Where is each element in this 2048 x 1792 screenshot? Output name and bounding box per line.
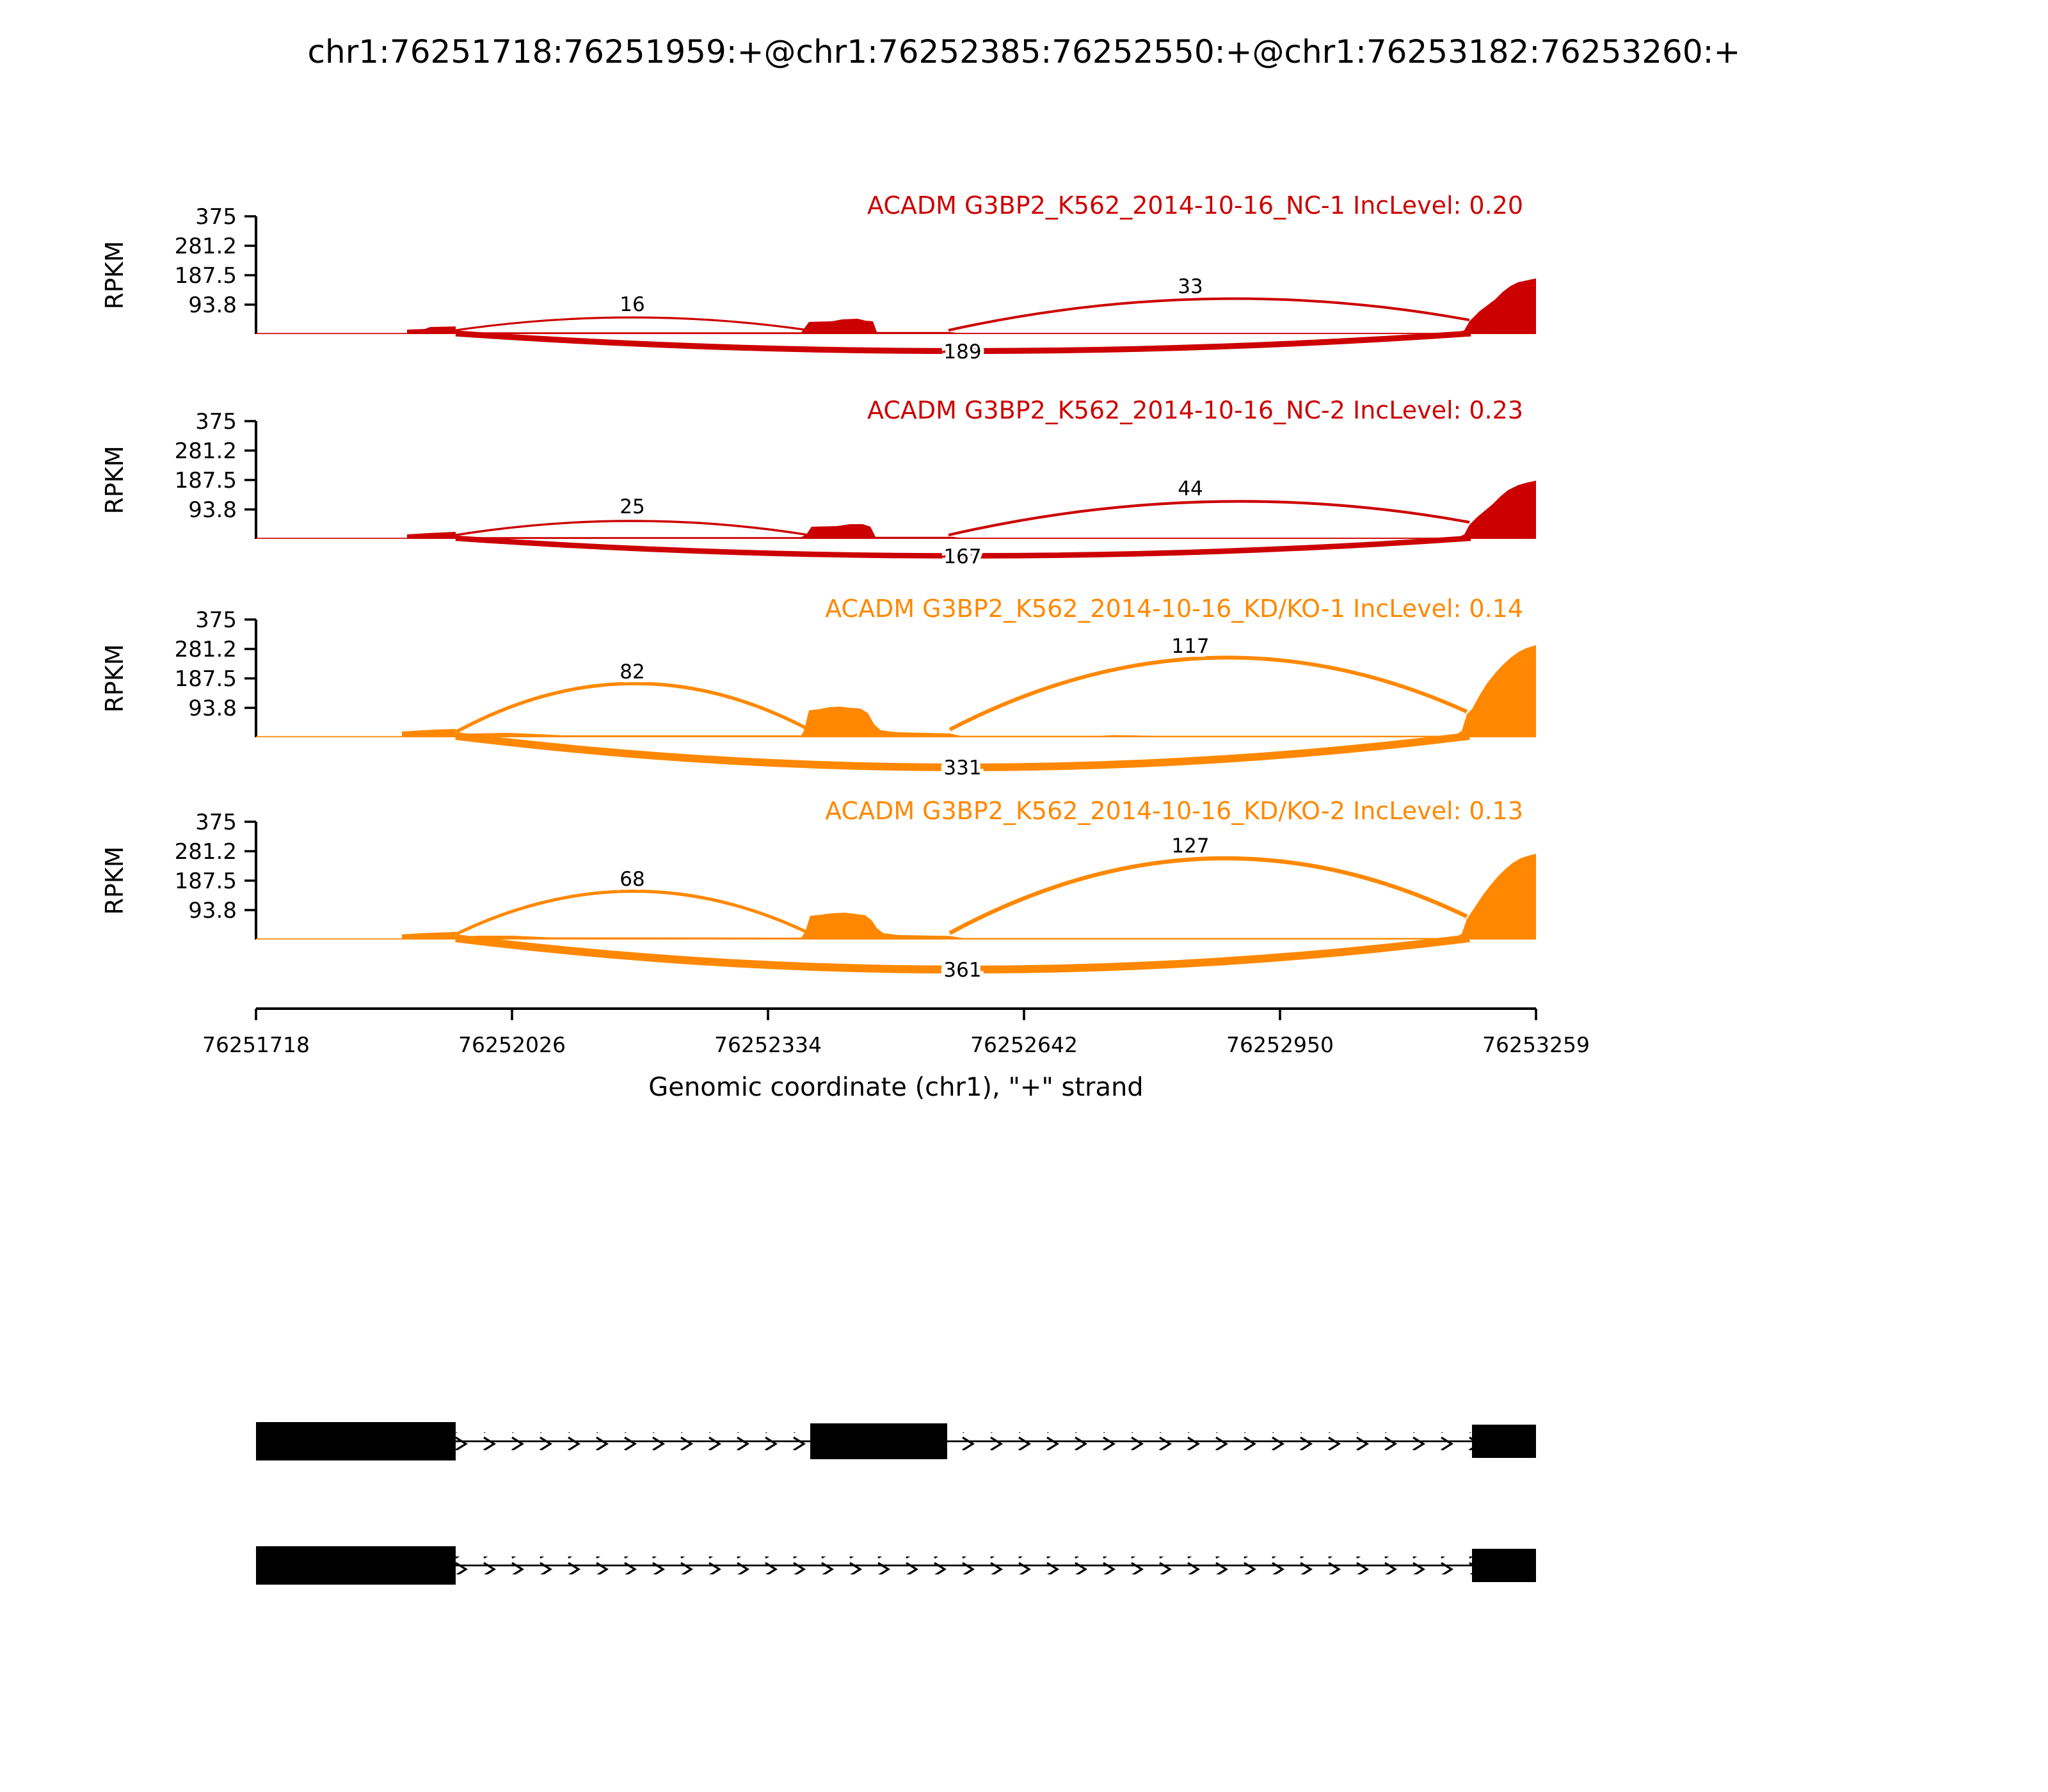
junction-arc-inclusion-right (948, 297, 1470, 332)
x-axis: 76251718 76252026 76252334 76252642 7625… (202, 1007, 1590, 1102)
y-tick-label: 187.5 (175, 666, 237, 692)
intron-direction-arrows (456, 1432, 1472, 1450)
y-tick-label: 187.5 (175, 868, 237, 894)
junction-count-skip: 361 (943, 959, 981, 982)
junction-count-skip: 167 (943, 545, 981, 568)
junction-arc-skipping (455, 732, 1470, 771)
track-title: ACADM G3BP2_K562_2014-10-16_KD/KO-2 IncL… (825, 797, 1523, 825)
figure-title: chr1:76251718:76251959:+@chr1:76252385:7… (307, 33, 1741, 70)
junction-arc-inclusion-right (948, 856, 1468, 935)
isoform-skipping (256, 1546, 1536, 1585)
coverage-area (256, 278, 1536, 334)
y-tick-label: 281.2 (175, 637, 237, 662)
junction-count-left: 82 (620, 660, 644, 684)
junction-arc-inclusion-right (948, 500, 1470, 537)
junction-count-right: 127 (1171, 835, 1209, 858)
sashimi-track-kdko-2: ACADM G3BP2_K562_2014-10-16_KD/KO-2 IncL… (100, 797, 1536, 986)
y-axis-title: RPKM (100, 644, 129, 712)
intron-direction-arrows (456, 1556, 1472, 1574)
exon-upstream (256, 1422, 456, 1460)
junction-count-right: 44 (1178, 477, 1203, 500)
coverage-area (256, 854, 1536, 940)
sashimi-track-nc-1: ACADM G3BP2_K562_2014-10-16_NC-1 IncLeve… (100, 191, 1536, 367)
y-tick-label: 375 (195, 409, 237, 435)
y-tick-label: 375 (195, 204, 237, 230)
y-tick-label: 93.8 (188, 497, 237, 523)
x-tick-label: 76252950 (1226, 1032, 1334, 1057)
gene-models (256, 1422, 1536, 1585)
junction-arc-inclusion-left (454, 890, 810, 936)
y-tick-label: 93.8 (188, 898, 237, 924)
track-title: ACADM G3BP2_K562_2014-10-16_NC-2 IncLeve… (867, 396, 1523, 424)
exon-downstream (1472, 1549, 1536, 1582)
exon-downstream (1472, 1425, 1536, 1458)
y-axis-ticks: 375 281.2 187.5 93.8 (175, 204, 256, 318)
junction-arc-skipping (455, 535, 1471, 559)
y-axis-title: RPKM (100, 445, 129, 514)
x-tick-label: 76251718 (202, 1032, 310, 1057)
junction-count-left: 68 (620, 868, 644, 891)
y-axis-ticks: 375 281.2 187.5 93.8 (175, 810, 256, 924)
junction-count-right: 33 (1178, 275, 1203, 298)
junction-count-left: 25 (620, 495, 644, 518)
x-tick-label: 76252334 (714, 1032, 822, 1057)
y-axis-title: RPKM (100, 846, 129, 915)
x-axis-title: Genomic coordinate (chr1), "+" strand (648, 1073, 1143, 1102)
x-axis-ticks: 76251718 76252026 76252334 76252642 7625… (202, 1009, 1590, 1057)
junction-arc-inclusion-left (455, 316, 810, 332)
y-tick-label: 187.5 (175, 263, 237, 289)
y-tick-label: 93.8 (188, 696, 237, 721)
y-tick-label: 375 (195, 810, 237, 835)
junction-count-left: 16 (620, 293, 644, 316)
exon-upstream (256, 1546, 456, 1585)
isoform-inclusion (256, 1422, 1536, 1460)
junction-count-skip: 189 (943, 340, 981, 364)
track-title: ACADM G3BP2_K562_2014-10-16_NC-1 IncLeve… (867, 191, 1523, 220)
junction-count-right: 117 (1171, 635, 1209, 658)
y-tick-label: 187.5 (175, 468, 237, 493)
y-tick-label: 281.2 (175, 234, 237, 259)
junction-arc-skipping (455, 934, 1470, 974)
track-title: ACADM G3BP2_K562_2014-10-16_KD/KO-1 IncL… (825, 595, 1523, 623)
x-tick-label: 76253259 (1482, 1032, 1590, 1057)
coverage-area (256, 645, 1536, 737)
y-tick-label: 375 (195, 607, 237, 633)
junction-arc-inclusion-right (948, 655, 1468, 732)
x-tick-label: 76252642 (970, 1032, 1078, 1057)
y-tick-label: 281.2 (175, 438, 237, 464)
y-tick-label: 281.2 (175, 839, 237, 865)
coverage-area (256, 481, 1536, 539)
y-axis-ticks: 375 281.2 187.5 93.8 (175, 607, 256, 721)
exon-skipped (810, 1423, 947, 1459)
sashimi-track-kdko-1: ACADM G3BP2_K562_2014-10-16_KD/KO-1 IncL… (100, 595, 1536, 783)
junction-arc-inclusion-left (455, 520, 810, 536)
junction-arc-inclusion-left (454, 682, 810, 734)
sashimi-track-nc-2: ACADM G3BP2_K562_2014-10-16_NC-2 IncLeve… (100, 396, 1536, 572)
junction-count-skip: 331 (943, 756, 981, 780)
y-axis-ticks: 375 281.2 187.5 93.8 (175, 409, 256, 523)
y-axis-title: RPKM (100, 241, 129, 309)
y-tick-label: 93.8 (188, 292, 237, 318)
x-tick-label: 76252026 (458, 1032, 566, 1057)
junction-arc-skipping (455, 330, 1471, 355)
